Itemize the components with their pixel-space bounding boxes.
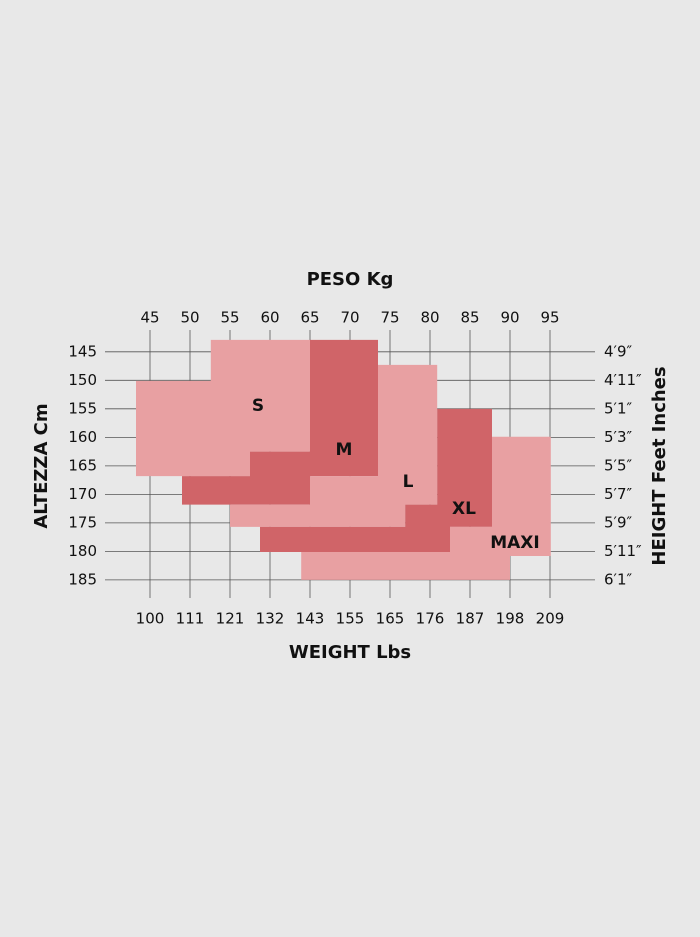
size-region bbox=[230, 364, 438, 527]
left-tick-label: 175 bbox=[68, 513, 97, 531]
left-tick-label: 145 bbox=[68, 342, 97, 360]
size-region bbox=[301, 436, 551, 580]
left-tick-label: 180 bbox=[68, 542, 97, 560]
left-tick-label: 155 bbox=[68, 399, 97, 417]
top-tick-label: 85 bbox=[460, 309, 479, 327]
bottom-tick-label: 176 bbox=[416, 610, 445, 628]
size-label: XL bbox=[452, 499, 476, 519]
size-region bbox=[260, 408, 492, 552]
right-tick-label: 5′11″ bbox=[604, 542, 642, 560]
top-tick-label: 65 bbox=[300, 309, 319, 327]
top-axis-title: PESO Kg bbox=[307, 269, 394, 290]
right-tick-label: 5′1″ bbox=[604, 399, 632, 417]
bottom-tick-label: 187 bbox=[456, 610, 485, 628]
size-label: MAXI bbox=[490, 533, 540, 553]
top-tick-label: 50 bbox=[180, 309, 199, 327]
bottom-tick-label: 111 bbox=[176, 610, 205, 628]
bottom-tick-label: 198 bbox=[496, 610, 525, 628]
bottom-tick-label: 165 bbox=[376, 610, 405, 628]
left-tick-label: 170 bbox=[68, 485, 97, 503]
left-tick-label: 150 bbox=[68, 371, 97, 389]
top-tick-label: 75 bbox=[380, 309, 399, 327]
labels: PESO Kg WEIGHT Lbs ALTEZZA Cm HEIGHT Fee… bbox=[31, 269, 670, 663]
left-tick-label: 165 bbox=[68, 456, 97, 474]
top-tick-label: 90 bbox=[500, 309, 519, 327]
left-axis-title: ALTEZZA Cm bbox=[31, 403, 52, 528]
top-tick-label: 45 bbox=[140, 309, 159, 327]
right-tick-label: 4′11″ bbox=[604, 371, 642, 389]
top-tick-label: 95 bbox=[540, 309, 559, 327]
top-tick-label: 60 bbox=[260, 309, 279, 327]
size-region bbox=[182, 339, 378, 505]
bottom-tick-label: 209 bbox=[536, 610, 565, 628]
right-tick-label: 5′9″ bbox=[604, 513, 632, 531]
right-tick-label: 6′1″ bbox=[604, 570, 632, 588]
bottom-tick-label: 143 bbox=[296, 610, 325, 628]
bottom-axis-title: WEIGHT Lbs bbox=[289, 642, 411, 663]
bottom-tick-label: 121 bbox=[216, 610, 245, 628]
right-axis-title: HEIGHT Feet Inches bbox=[649, 366, 670, 565]
top-tick-label: 80 bbox=[420, 309, 439, 327]
size-label: L bbox=[403, 472, 414, 492]
left-tick-label: 160 bbox=[68, 428, 97, 446]
bottom-tick-label: 100 bbox=[136, 610, 165, 628]
bottom-tick-label: 132 bbox=[256, 610, 285, 628]
size-region bbox=[136, 339, 310, 477]
size-label: S bbox=[252, 396, 264, 416]
size-regions bbox=[136, 339, 551, 580]
left-tick-label: 185 bbox=[68, 570, 97, 588]
right-tick-label: 5′5″ bbox=[604, 456, 632, 474]
right-tick-label: 5′3″ bbox=[604, 428, 632, 446]
right-tick-label: 4′9″ bbox=[604, 342, 632, 360]
bottom-tick-label: 155 bbox=[336, 610, 365, 628]
right-tick-label: 5′7″ bbox=[604, 485, 632, 503]
top-tick-label: 70 bbox=[340, 309, 359, 327]
top-tick-label: 55 bbox=[220, 309, 239, 327]
size-label: M bbox=[336, 440, 353, 460]
